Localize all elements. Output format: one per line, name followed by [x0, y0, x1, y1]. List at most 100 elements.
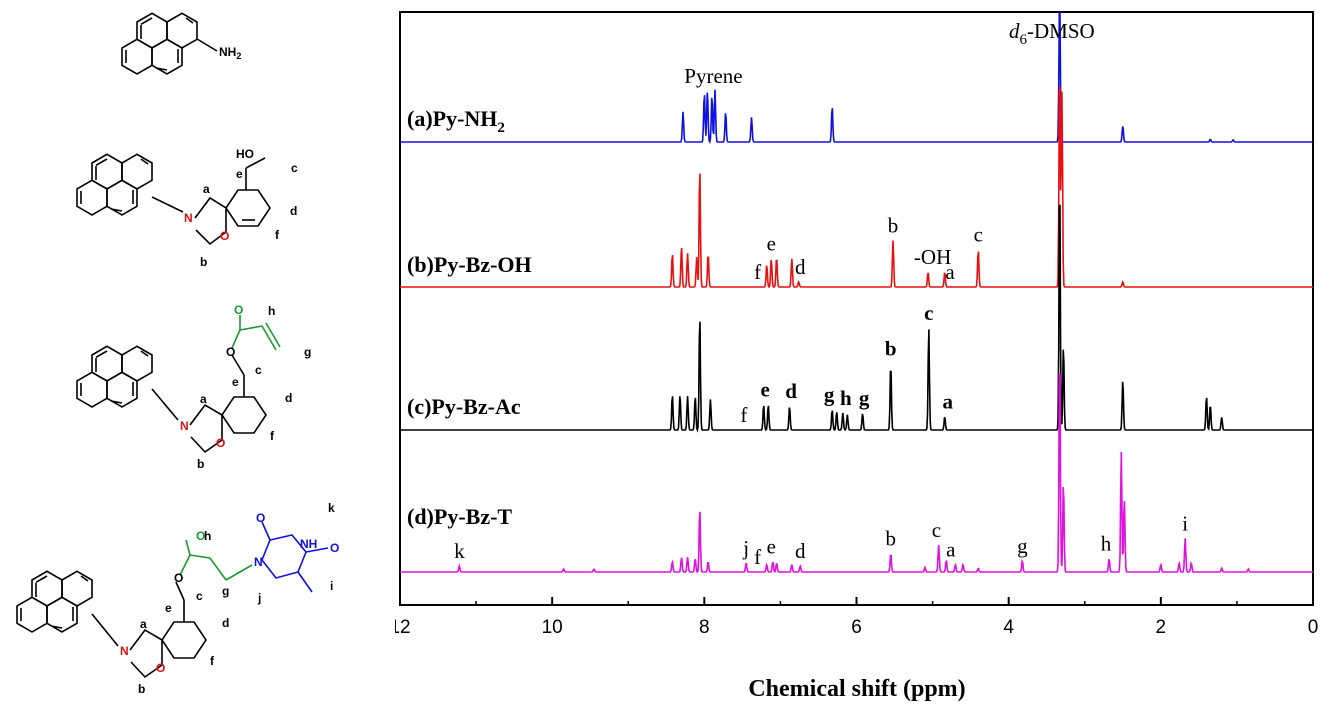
oxygen-label: O [220, 229, 229, 243]
solvent-label: d6-DMSO [1009, 19, 1095, 48]
peak-label: f [740, 403, 747, 427]
label-e: e [165, 601, 172, 615]
label-i: i [330, 579, 333, 593]
peak-label: e [767, 232, 776, 256]
label-b: b [197, 457, 204, 471]
peak-label: c [974, 223, 983, 247]
plot-frame [399, 11, 1314, 606]
peak-label: a [943, 389, 954, 413]
svg-text:d6-DMSO: d6-DMSO [1009, 19, 1095, 48]
x-tick-label: 6 [851, 617, 862, 638]
amine-label: NH2 [219, 45, 241, 61]
peak-label: g [1017, 534, 1028, 558]
solvent-label-text: -DMSO [1027, 19, 1095, 43]
label-k: k [328, 501, 335, 515]
peak-label: c [924, 301, 933, 325]
peak-label: h [1101, 532, 1112, 556]
py-bz-ac-structure: N O O O a b c d e f g h [76, 303, 311, 471]
thymine-nh-label: NH [300, 537, 317, 551]
peak-label: d [795, 255, 806, 279]
axis-ticks: 12 10 8 6 4 2 0 [395, 597, 1318, 638]
x-tick-label: 4 [1003, 617, 1014, 638]
peak-label: g [824, 383, 835, 407]
peak-label: b [888, 214, 899, 238]
peak-label: a [946, 538, 956, 562]
label-b: b [200, 255, 207, 269]
x-tick-label: 10 [542, 617, 563, 638]
nitrogen-label: N [180, 419, 189, 433]
label-d: d [222, 616, 229, 630]
peak-label: Pyrene [684, 64, 742, 88]
label-g: g [304, 345, 311, 359]
peak-label: b [885, 526, 896, 550]
x-tick-label: 2 [1156, 617, 1167, 638]
chemical-structures-panel: NH2 N O HO a b c d e f N O O O a [16, 12, 339, 696]
nitrogen-label: N [120, 644, 129, 658]
spectrum-trace [400, 373, 1313, 574]
thymine-oxygen-2: O [330, 541, 339, 555]
peak-label: -OH [914, 245, 951, 269]
spectrum-trace [400, 86, 1313, 289]
ester-oxygen-label: O [174, 571, 183, 585]
trace-name-label: (c)Py-Bz-Ac [407, 394, 521, 419]
label-h: h [268, 304, 275, 318]
label-c: c [291, 161, 298, 175]
peak-label: d [795, 539, 806, 563]
peak-label: d [785, 379, 797, 403]
label-j: j [257, 591, 261, 605]
nitrogen-label: N [184, 211, 193, 225]
label-g: g [222, 584, 229, 598]
peak-label: f [754, 260, 761, 284]
peak-label: e [761, 378, 770, 402]
label-a: a [200, 392, 207, 406]
peak-label: c [932, 518, 941, 542]
carbonyl-oxygen-label: O [196, 529, 205, 543]
x-axis-title: Chemical shift (ppm) [748, 676, 965, 702]
trace-name-label: (d)Py-Bz-T [407, 504, 512, 529]
label-c: c [255, 363, 262, 377]
trace-name-label: (a)Py-NH2 [407, 106, 505, 136]
py-bz-t-structure: N O O O N O NH O a b c d e f g h i j k [16, 501, 339, 696]
peak-label: g [859, 386, 870, 410]
label-d: d [285, 391, 292, 405]
oxygen-label: O [216, 436, 225, 450]
label-f: f [275, 228, 280, 242]
peak-label: a [945, 260, 955, 284]
solvent-label-italic: d [1009, 19, 1020, 43]
label-e: e [232, 375, 239, 389]
py-bz-oh-structure: N O HO a b c d e f [76, 147, 298, 269]
oxygen-label: O [156, 661, 165, 675]
label-c: c [196, 589, 203, 603]
peak-label: j [742, 536, 749, 560]
solvent-label-subscript: 6 [1020, 32, 1028, 48]
label-a: a [203, 182, 210, 196]
peak-label: e [767, 535, 776, 559]
label-a: a [140, 617, 147, 631]
spectrum-trace [400, 204, 1313, 433]
nmr-spectrum-chart: 121086420 (a)Py-NH2Pyrene(b)Py-Bz-OHfedb… [395, 11, 1318, 702]
peak-label: f [754, 545, 761, 569]
hydroxyl-label: HO [236, 147, 254, 161]
label-d: d [290, 204, 297, 218]
peak-label: h [840, 386, 852, 410]
label-e: e [236, 167, 243, 181]
x-tick-label: 12 [395, 617, 411, 638]
label-f: f [210, 654, 215, 668]
trace-name-label: (b)Py-Bz-OH [407, 252, 532, 277]
thymine-oxygen-1: O [256, 511, 265, 525]
thymine-nitrogen-label: N [254, 555, 263, 569]
label-b: b [138, 682, 145, 696]
x-tick-label: 0 [1308, 617, 1319, 638]
peak-label: b [885, 337, 897, 361]
label-h: h [204, 529, 211, 543]
ester-oxygen-label: O [226, 345, 235, 359]
aminopyrene-structure: NH2 [121, 12, 241, 75]
label-f: f [270, 429, 275, 443]
spectrum-trace [400, 11, 1313, 144]
peak-label: k [454, 539, 465, 563]
x-tick-label: 8 [699, 617, 710, 638]
spectrum-traces [400, 11, 1313, 574]
carbonyl-oxygen-label: O [234, 303, 243, 317]
peak-label: i [1182, 511, 1188, 535]
